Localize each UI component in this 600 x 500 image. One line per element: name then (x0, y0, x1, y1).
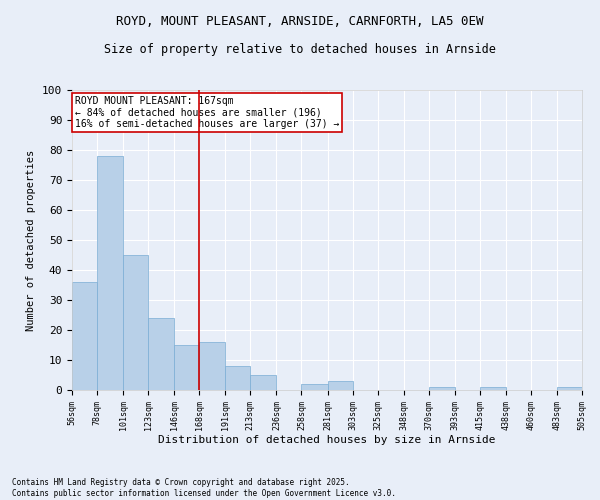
Text: ROYD MOUNT PLEASANT: 167sqm
← 84% of detached houses are smaller (196)
16% of se: ROYD MOUNT PLEASANT: 167sqm ← 84% of det… (74, 96, 339, 129)
Bar (199, 342, 226, 390)
Bar (72, 282, 97, 390)
Bar (301, 384, 328, 390)
Y-axis label: Number of detached properties: Number of detached properties (26, 150, 37, 330)
Text: Size of property relative to detached houses in Arnside: Size of property relative to detached ho… (104, 42, 496, 56)
Bar (226, 366, 250, 390)
Text: ROYD, MOUNT PLEASANT, ARNSIDE, CARNFORTH, LA5 0EW: ROYD, MOUNT PLEASANT, ARNSIDE, CARNFORTH… (116, 15, 484, 28)
Bar (428, 387, 455, 390)
X-axis label: Distribution of detached houses by size in Arnside: Distribution of detached houses by size … (158, 436, 496, 446)
Text: Contains HM Land Registry data © Crown copyright and database right 2025.
Contai: Contains HM Land Registry data © Crown c… (12, 478, 396, 498)
Bar (480, 387, 506, 390)
Bar (123, 255, 148, 390)
Bar (328, 381, 353, 390)
Bar (97, 156, 123, 390)
Bar (174, 345, 199, 390)
Bar (250, 375, 277, 390)
Bar (557, 387, 582, 390)
Bar (148, 318, 174, 390)
